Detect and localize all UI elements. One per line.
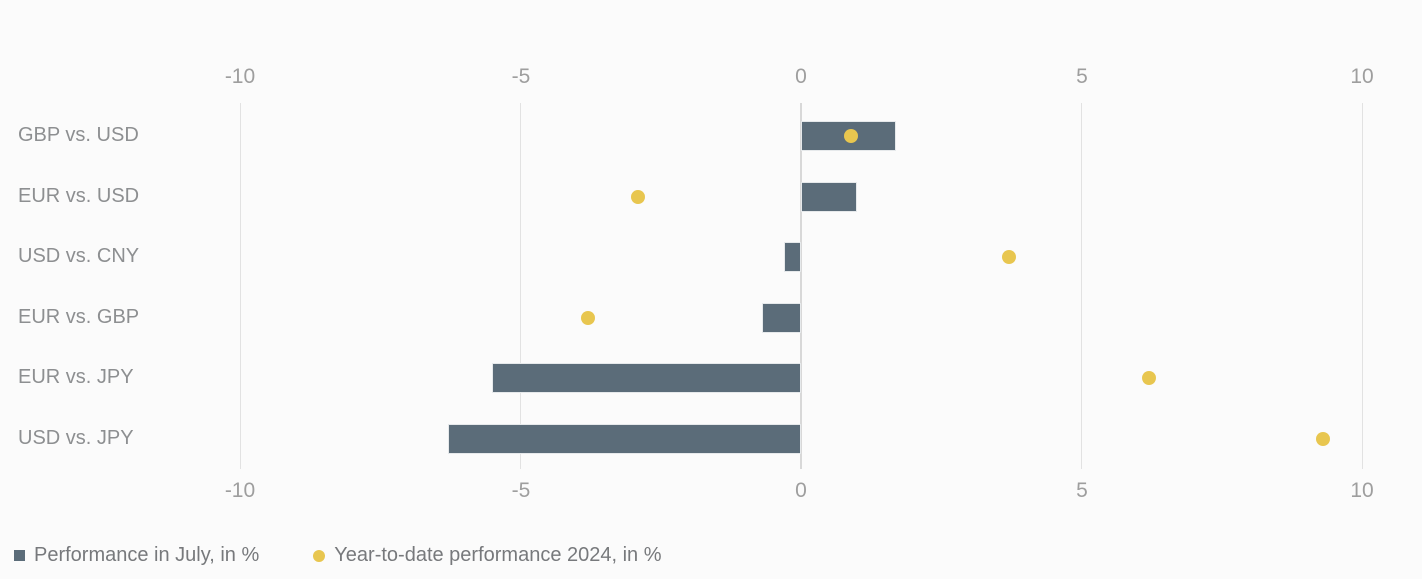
- bar-performance-july: [762, 303, 801, 333]
- legend-item-performance-july: Performance in July, in %: [14, 544, 259, 567]
- x-axis-tick-label-bottom: 0: [795, 479, 807, 502]
- legend-item-ytd-performance: Year-to-date performance 2024, in %: [313, 544, 662, 567]
- category-label: EUR vs. USD: [18, 185, 140, 207]
- bar-performance-july: [784, 242, 801, 272]
- category-label: EUR vs. GBP: [18, 306, 140, 328]
- x-axis-tick-label-bottom: -10: [224, 479, 256, 502]
- x-axis-tick-label-top: 0: [795, 65, 807, 88]
- x-axis-tick-label-bottom: 5: [1076, 479, 1088, 502]
- dot-ytd-performance: [1142, 371, 1156, 385]
- bar-series-marker-icon: [14, 550, 25, 561]
- gridline: [520, 103, 521, 469]
- bar-performance-july: [448, 424, 801, 454]
- chart-legend: Performance in July, in % Year-to-date p…: [14, 544, 662, 567]
- gridline: [240, 103, 241, 469]
- category-label: EUR vs. JPY: [18, 366, 134, 388]
- x-axis-tick-label-top: -10: [224, 65, 256, 88]
- dot-ytd-performance: [1002, 250, 1016, 264]
- category-label: USD vs. JPY: [18, 427, 134, 449]
- gridline: [1081, 103, 1082, 469]
- x-axis-tick-label-top: 5: [1076, 65, 1088, 88]
- dot-ytd-performance: [581, 311, 595, 325]
- x-axis-tick-label-top: 10: [1350, 65, 1374, 88]
- x-axis-tick-label-bottom: -5: [511, 479, 531, 502]
- dot-ytd-performance: [1316, 432, 1330, 446]
- bar-performance-july: [492, 363, 801, 393]
- x-axis-tick-label-bottom: 10: [1350, 479, 1374, 502]
- legend-label-performance-july: Performance in July, in %: [34, 544, 260, 566]
- legend-label-ytd-performance: Year-to-date performance 2024, in %: [334, 544, 662, 566]
- zero-gridline: [800, 103, 802, 469]
- dot-series-marker-icon: [313, 549, 326, 562]
- dot-ytd-performance: [844, 129, 858, 143]
- bar-performance-july: [801, 182, 857, 212]
- dot-ytd-performance: [631, 190, 645, 204]
- category-label: USD vs. CNY: [18, 245, 140, 267]
- x-axis-tick-label-top: -5: [511, 65, 531, 88]
- gridline: [1362, 103, 1363, 469]
- category-label: GBP vs. USD: [18, 124, 139, 146]
